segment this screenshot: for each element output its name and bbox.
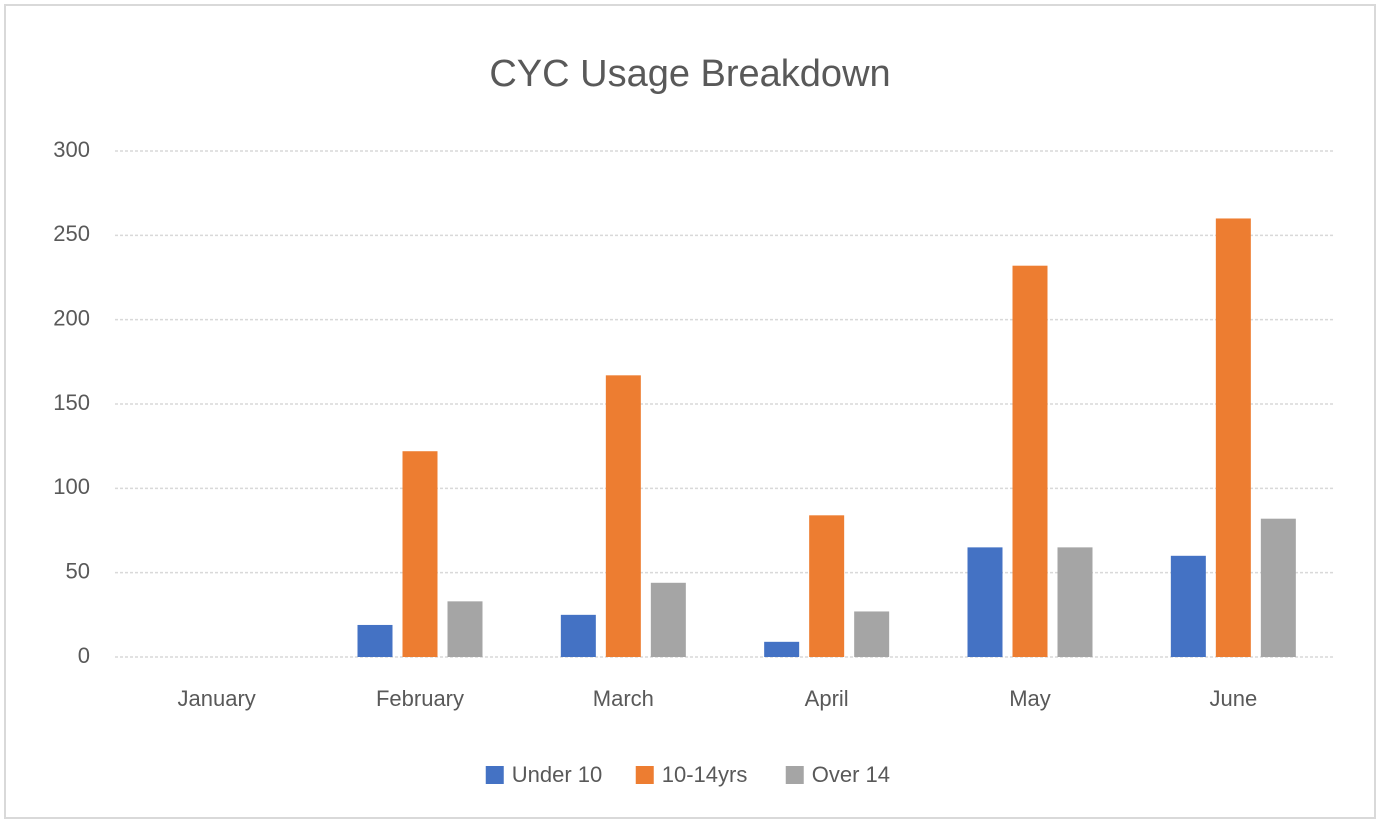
chart-border: [4, 4, 1376, 819]
y-tick-label: 100: [53, 474, 90, 499]
bar: [1057, 547, 1093, 657]
x-tick-label: May: [1009, 686, 1051, 711]
legend-label: Under 10: [512, 762, 603, 787]
bar: [1170, 555, 1206, 657]
y-tick-label: 50: [66, 558, 90, 583]
y-tick-label: 300: [53, 137, 90, 162]
x-tick-label: April: [805, 686, 849, 711]
bar: [560, 614, 596, 657]
legend-swatch: [785, 766, 804, 784]
y-tick-label: 250: [53, 221, 90, 246]
x-tick-label: January: [178, 686, 256, 711]
bar: [447, 601, 483, 657]
bar: [605, 375, 641, 657]
bar: [650, 582, 686, 657]
legend-swatch: [485, 766, 504, 784]
x-tick-label: June: [1209, 686, 1257, 711]
y-tick-label: 150: [53, 390, 90, 415]
bar: [1260, 518, 1296, 657]
bar: [1012, 265, 1048, 657]
legend-label: 10-14yrs: [662, 762, 748, 787]
bar: [967, 547, 1003, 657]
legend-label: Over 14: [812, 762, 890, 787]
bar: [809, 515, 845, 657]
x-tick-label: March: [593, 686, 654, 711]
x-tick-label: February: [376, 686, 464, 711]
chart-title: CYC Usage Breakdown: [489, 53, 890, 95]
bar: [764, 641, 800, 657]
y-tick-label: 0: [78, 643, 90, 668]
bar: [1215, 218, 1251, 657]
bar: [402, 451, 438, 657]
legend-swatch: [635, 766, 654, 784]
bar: [854, 611, 890, 657]
y-tick-label: 200: [53, 305, 90, 330]
bar: [357, 624, 393, 657]
